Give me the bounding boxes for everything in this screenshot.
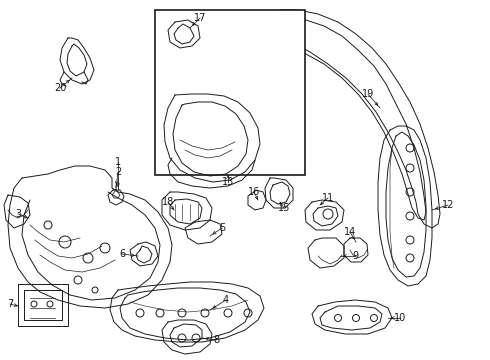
Text: 1: 1 — [115, 157, 121, 167]
Text: 18: 18 — [162, 197, 174, 207]
Text: 4: 4 — [223, 295, 229, 305]
Text: 8: 8 — [213, 335, 219, 345]
Text: 11: 11 — [322, 193, 334, 203]
Text: 7: 7 — [7, 299, 13, 309]
Text: 15: 15 — [278, 203, 290, 213]
Text: 10: 10 — [394, 313, 406, 323]
Text: 5: 5 — [219, 223, 225, 233]
Text: 14: 14 — [344, 227, 356, 237]
Text: 12: 12 — [442, 200, 454, 210]
Bar — [155, 10, 305, 175]
Text: 3: 3 — [15, 209, 21, 219]
Text: 16: 16 — [248, 187, 260, 197]
Text: 13: 13 — [222, 177, 234, 187]
Text: 20: 20 — [54, 83, 66, 93]
Text: 6: 6 — [119, 249, 125, 259]
Text: 2: 2 — [115, 167, 121, 177]
Text: 19: 19 — [362, 89, 374, 99]
Text: 9: 9 — [352, 251, 358, 261]
Text: 17: 17 — [194, 13, 206, 23]
